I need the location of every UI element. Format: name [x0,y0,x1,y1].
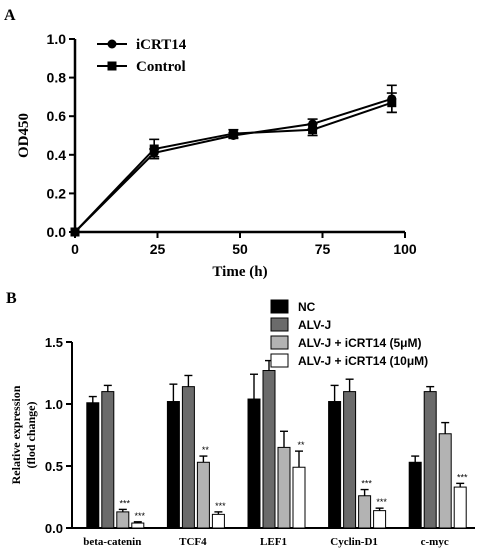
bar [328,401,342,529]
legend-swatch [270,317,289,332]
x-tick-label: 50 [232,241,248,257]
bar [423,391,437,529]
y-tick-label: 0.2 [47,185,67,201]
x-tick-label: c-myc [421,536,449,548]
y-tick-label: 1.0 [45,397,63,412]
bar [373,510,387,529]
bar [438,433,452,529]
bar [247,398,261,529]
legend-swatch [270,335,289,350]
y-tick-label: 0.4 [47,147,67,163]
data-point [387,98,397,108]
data-point [70,227,80,237]
panel-a-label: A [4,7,16,24]
legend-label: ALV-J [298,318,331,332]
legend-label: ALV-J + iCRT14 (10μM) [298,354,428,368]
legend-marker [107,39,117,49]
y-tick-label: 0.5 [45,459,63,474]
bar [292,466,306,529]
series-line-control [74,101,393,233]
y-axis-title: OD450 [16,113,32,158]
y-tick-label: 0.0 [45,521,63,536]
bar [166,401,180,529]
line-chart: 0.0 0.2 0.4 0.6 0.8 1.0 0 25 50 75 100 Time (h) OD45… [16,31,417,280]
y-axis-title-line: Relative expression [9,385,23,484]
x-tick-label: beta-catenin [83,536,141,548]
bar [196,461,210,529]
panel-b-label: B [6,290,17,307]
legend-marker [107,61,117,71]
y-axis-title-line: (flod change) [24,402,38,469]
bar [116,511,130,529]
bar-chart: 0.0 0.5 1.0 1.5 Relative expression (flod cha… [9,299,475,548]
data-point [308,125,318,135]
bar [262,370,276,529]
bar [131,522,145,529]
significance-label: *** [135,511,146,521]
bar [358,495,372,529]
y-tick-label: 0.0 [47,224,67,240]
data-point [228,129,238,139]
significance-label: *** [215,501,226,511]
y-tick-label: 1.0 [47,31,67,47]
y-tick-label: 0.6 [47,108,67,124]
x-axis-title: Time (h) [212,264,267,280]
bar [277,446,291,529]
significance-label: ** [202,445,210,455]
significance-label: *** [376,497,387,507]
legend-label: NC [298,300,316,314]
significance-label: *** [120,498,131,508]
significance-label: *** [361,479,372,489]
significance-label: ** [297,440,305,450]
bar [453,486,467,529]
significance-label: *** [457,472,468,482]
bar [86,402,100,529]
bar [211,513,225,529]
y-tick-label: 1.5 [45,335,63,350]
x-tick-label: TCF4 [179,536,207,548]
bar [343,391,357,529]
x-tick-label: Cyclin-D1 [330,536,378,548]
bar [101,391,115,529]
bar [181,386,195,529]
data-point [149,144,159,154]
x-tick-label: 25 [150,241,166,257]
legend-label: Control [136,59,186,75]
legend-swatch [270,353,289,368]
legend-swatch [270,299,289,314]
y-tick-label: 0.8 [47,70,67,86]
legend-label: iCRT14 [136,37,187,53]
bar [408,461,422,529]
x-tick-label: 100 [393,241,417,257]
x-tick-label: 75 [315,241,331,257]
legend-label: ALV-J + iCRT14 (5μM) [298,336,421,350]
x-tick-label: LEF1 [260,536,287,548]
x-tick-label: 0 [71,241,79,257]
